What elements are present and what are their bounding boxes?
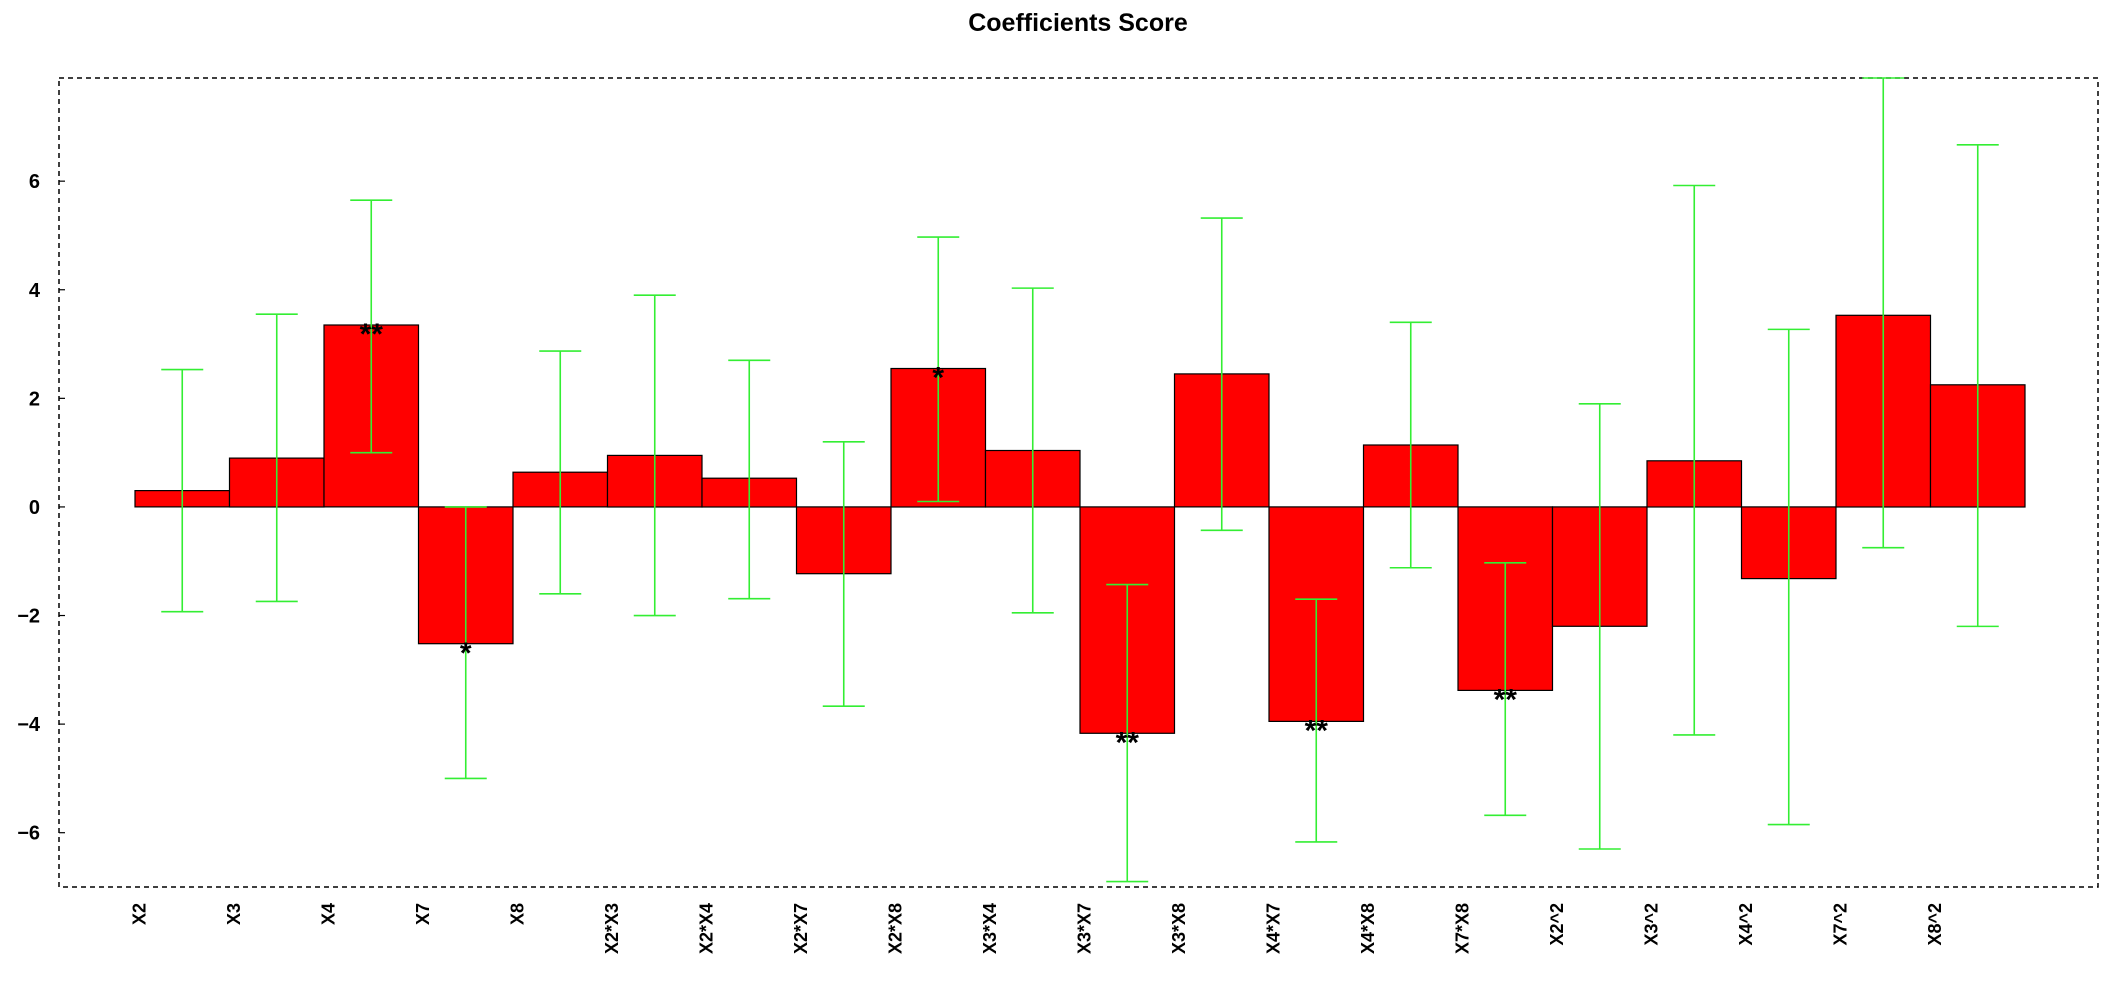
significance-marker: ** — [1494, 684, 1518, 717]
x-tick-label: X2^2 — [1547, 903, 1567, 946]
x-tick-label: X2 — [129, 903, 149, 925]
error-bar-X2*X4 — [728, 359, 771, 600]
x-tick-label: X3^2 — [1641, 903, 1661, 946]
error-bar-X3*X4 — [1011, 287, 1054, 614]
error-bar-X4*X8 — [1389, 321, 1432, 569]
error-bar-X3*X8 — [1200, 217, 1243, 532]
error-bar-X2*X8 — [917, 236, 960, 503]
y-tick-label: 2 — [29, 388, 40, 410]
x-tick-label: X4^2 — [1736, 903, 1756, 946]
bars-layer — [134, 314, 2026, 734]
plot-frame — [58, 77, 2099, 888]
error-bar-X2 — [161, 368, 204, 613]
error-bar-X2^2 — [1578, 402, 1621, 850]
significance-marker: * — [932, 362, 944, 395]
error-bar-X3^2 — [1673, 184, 1716, 736]
error-bar-X3 — [255, 313, 298, 603]
error-bar-X3*X7 — [1106, 583, 1149, 883]
y-axis: −6 −4 −2 0 2 4 6 — [17, 171, 65, 845]
error-bars-layer — [161, 77, 1999, 883]
error-bar-X8^2 — [1956, 143, 1999, 628]
error-bar-X2*X7 — [822, 440, 865, 707]
significance-marker: ** — [1305, 714, 1329, 747]
x-tick-label: X7 — [413, 903, 433, 925]
y-tick-label: 6 — [29, 171, 40, 193]
y-tick-label: −6 — [17, 823, 40, 845]
x-tick-label: X4 — [318, 903, 338, 925]
x-tick-label: X3*X4 — [980, 903, 1000, 954]
error-bar-X4*X7 — [1295, 598, 1338, 843]
error-bar-X4 — [350, 199, 393, 454]
significance-marker: * — [460, 637, 472, 670]
significance-markers: ****** **** — [360, 318, 1518, 759]
x-tick-label: X7*X8 — [1452, 903, 1472, 954]
x-tick-label: X7^2 — [1830, 903, 1850, 946]
x-tick-label: X4*X8 — [1358, 903, 1378, 954]
error-bar-X2*X3 — [633, 294, 676, 617]
y-tick-label: 4 — [29, 280, 41, 302]
chart-title: Coefficients Score — [968, 9, 1188, 37]
y-tick-label: −4 — [17, 714, 41, 736]
x-tick-label: X2*X4 — [696, 903, 716, 954]
x-tick-label: X8 — [507, 903, 527, 925]
significance-marker: ** — [1116, 726, 1140, 759]
error-bar-X8 — [539, 350, 582, 595]
y-tick-label: −2 — [17, 606, 40, 628]
x-tick-label: X2*X3 — [602, 903, 622, 954]
error-bar-X7^2 — [1862, 77, 1905, 549]
x-tick-label: X2*X8 — [885, 903, 905, 954]
error-bar-X4^2 — [1767, 328, 1810, 826]
significance-marker: ** — [360, 318, 384, 351]
error-bar-X7*X8 — [1484, 562, 1527, 817]
x-axis: X2 X3 X4 X7 X8 X2*X3 X2*X4 X2*X7 X2*X8 X3*X4 X3*X7… — [129, 903, 1945, 954]
x-tick-label: X3*X7 — [1074, 903, 1094, 954]
error-bar-X7 — [444, 506, 487, 780]
x-tick-label: X2*X7 — [791, 903, 811, 954]
x-tick-label: X3 — [224, 903, 244, 925]
x-tick-label: X4*X7 — [1263, 903, 1283, 954]
x-tick-label: X3*X8 — [1169, 903, 1189, 954]
y-tick-label: 0 — [29, 497, 40, 519]
x-tick-label: X8^2 — [1925, 903, 1945, 946]
